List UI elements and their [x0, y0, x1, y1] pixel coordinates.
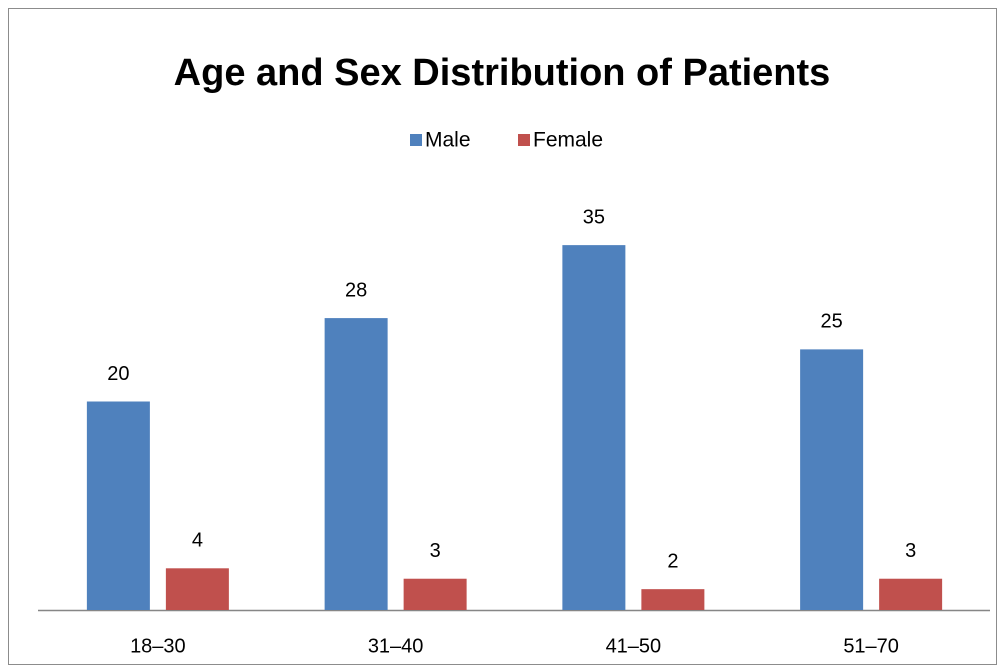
legend-label: Male: [425, 129, 471, 152]
bar: [165, 568, 229, 610]
data-label: 25: [821, 311, 843, 333]
bar: [324, 318, 388, 610]
chart-title: Age and Sex Distribution of Patients: [174, 52, 831, 94]
bar: [641, 589, 705, 610]
bar: [879, 578, 943, 610]
bar: [403, 578, 467, 610]
x-tick-label: 31–40: [368, 635, 424, 657]
data-label: 3: [430, 540, 441, 562]
x-tick-label: 18–30: [130, 635, 186, 657]
data-label: 2: [667, 550, 678, 572]
bar: [562, 245, 626, 610]
x-tick-label: 41–50: [606, 635, 662, 657]
data-label: 20: [107, 363, 129, 385]
bar: [86, 401, 150, 610]
data-label: 28: [345, 279, 367, 301]
data-label: 4: [192, 530, 203, 552]
x-tick-label: 51–70: [843, 635, 899, 657]
legend-swatch: [518, 134, 530, 146]
legend-swatch: [410, 134, 422, 146]
data-label: 35: [583, 206, 605, 228]
bar: [800, 349, 864, 610]
data-label: 3: [905, 540, 916, 562]
legend-label: Female: [533, 129, 603, 152]
